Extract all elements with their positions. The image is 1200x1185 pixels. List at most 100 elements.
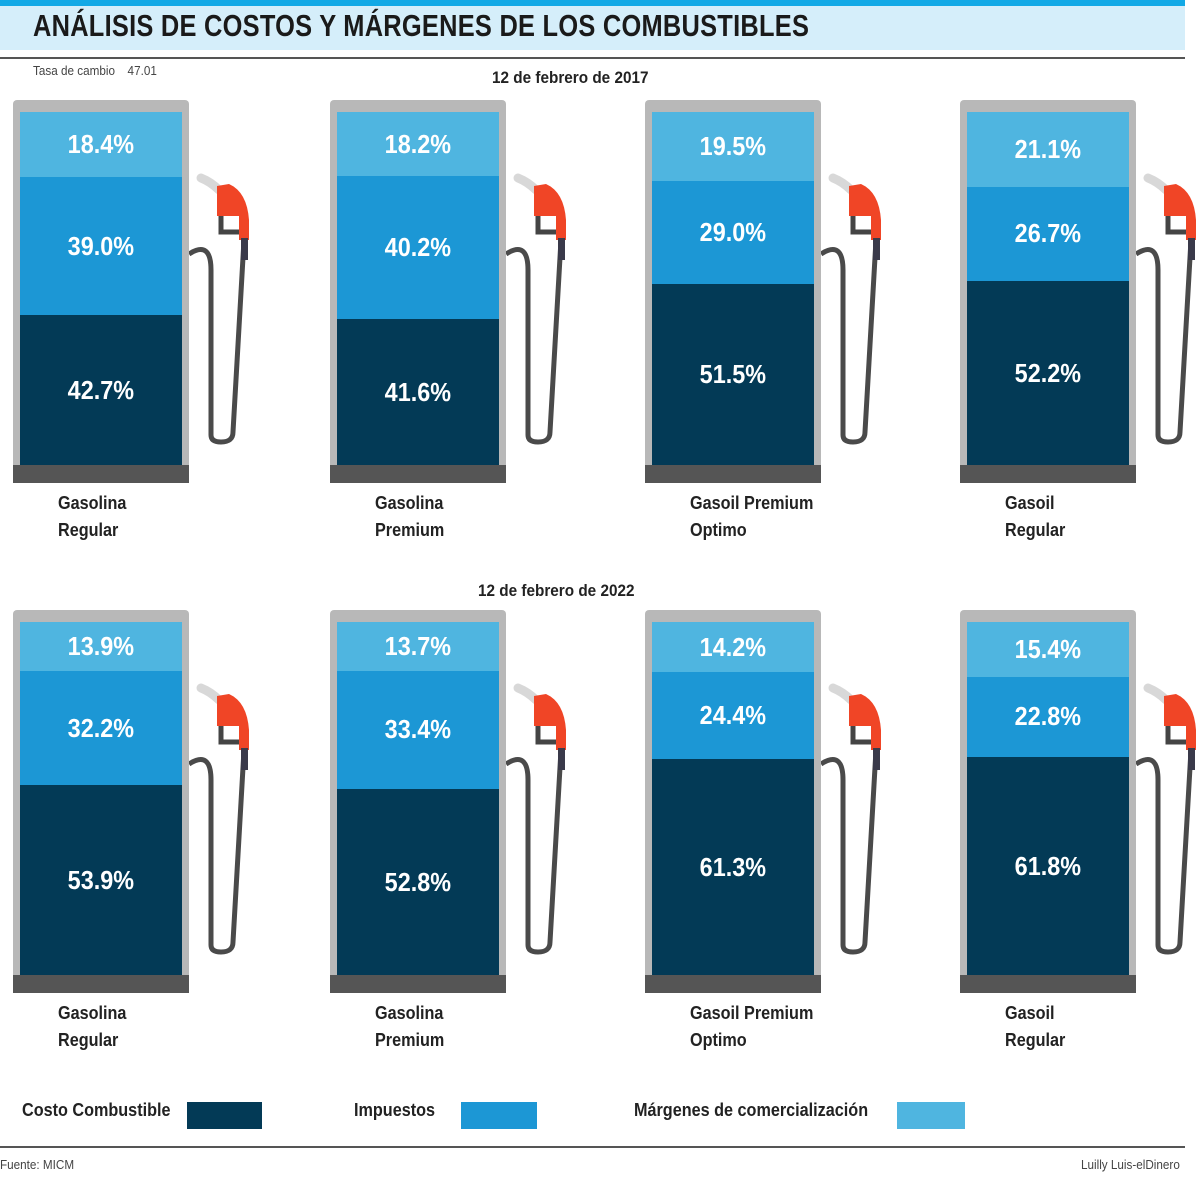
- page-title: ANÁLISIS DE COSTOS Y MÁRGENES DE LOS COM…: [33, 8, 810, 43]
- bar-segment-impuestos: 24.4%: [652, 672, 814, 759]
- pump-label-line: Gasolina: [375, 1003, 444, 1023]
- bar-segment-impuestos: 39.0%: [20, 177, 182, 315]
- pump-stacked-bar: 13.9% 32.2% 53.9%: [20, 622, 182, 976]
- legend-label: Impuestos: [354, 1100, 436, 1120]
- pump-label: Gasoil Premium Optimo: [690, 1000, 813, 1054]
- bar-segment-margenes: 14.2%: [652, 622, 814, 673]
- pump-base: [330, 465, 506, 483]
- data-label-margenes: 13.7%: [384, 630, 452, 661]
- pump-label-line: Gasolina: [375, 493, 444, 513]
- bar-segment-impuestos: 26.7%: [967, 186, 1129, 282]
- footer-divider: [0, 1146, 1185, 1148]
- pump-label-line: Regular: [1005, 1030, 1066, 1050]
- data-label-costo: 53.9%: [67, 865, 135, 896]
- bar-segment-costo: 52.2%: [967, 281, 1129, 466]
- pump-label: Gasoil Regular: [1005, 490, 1065, 544]
- legend-impuestos: Impuestos: [354, 1100, 444, 1121]
- legend-costo: Costo Combustible: [22, 1100, 187, 1121]
- data-label-impuestos: 22.8%: [1014, 701, 1082, 732]
- data-label-costo: 52.2%: [1014, 358, 1082, 389]
- fuel-pump: 19.5% 29.0% 51.5% Gasoil Premium Optimo: [645, 100, 890, 540]
- bar-segment-impuestos: 40.2%: [337, 176, 499, 319]
- bar-segment-margenes: 21.1%: [967, 112, 1129, 187]
- fuel-pump: 13.9% 32.2% 53.9% Gasolina Regular: [13, 610, 259, 1050]
- pump-label-line: Regular: [58, 520, 119, 540]
- pump-base: [13, 465, 189, 483]
- pump-base: [645, 465, 821, 483]
- data-label-impuestos: 40.2%: [384, 232, 452, 263]
- bar-segment-costo: 61.3%: [652, 758, 814, 976]
- pump-label: Gasoil Regular: [1005, 1000, 1065, 1054]
- credit-note: Luilly Luis-elDinero: [1081, 1157, 1180, 1172]
- fuel-pump: 18.2% 40.2% 41.6% Gasolina Premium: [330, 100, 576, 540]
- data-label-margenes: 19.5%: [699, 131, 767, 162]
- data-label-impuestos: 26.7%: [1014, 218, 1082, 249]
- pump-nozzle-icon: [819, 670, 891, 965]
- pump-label-line: Gasolina: [58, 493, 127, 513]
- bar-segment-margenes: 18.2%: [337, 112, 499, 177]
- pump-nozzle-icon: [504, 670, 576, 965]
- legend-swatch-costo: [187, 1102, 262, 1129]
- pump-stacked-bar: 13.7% 33.4% 52.8%: [337, 622, 499, 976]
- pump-stacked-bar: 14.2% 24.4% 61.3%: [652, 622, 814, 976]
- legend-swatch-impuestos: [461, 1102, 537, 1129]
- data-label-margenes: 14.2%: [699, 631, 767, 662]
- pump-label-line: Gasolina: [58, 1003, 127, 1023]
- bar-segment-margenes: 18.4%: [20, 112, 182, 178]
- pump-nozzle-icon: [1134, 160, 1200, 455]
- data-label-margenes: 13.9%: [67, 631, 135, 662]
- pump-nozzle-icon: [187, 160, 259, 455]
- data-label-impuestos: 33.4%: [384, 714, 452, 745]
- legend-margenes: Márgenes de comercialización: [634, 1100, 894, 1121]
- pump-stacked-bar: 21.1% 26.7% 52.2%: [967, 112, 1129, 466]
- bar-segment-margenes: 13.7%: [337, 622, 499, 671]
- pump-label: Gasolina Premium: [375, 1000, 444, 1054]
- data-label-margenes: 18.2%: [384, 128, 452, 159]
- panel-date: 12 de febrero de 2022: [478, 581, 635, 600]
- data-label-margenes: 15.4%: [1014, 633, 1082, 664]
- pump-label: Gasolina Regular: [58, 490, 126, 544]
- pump-nozzle-icon: [187, 670, 259, 965]
- bar-segment-margenes: 15.4%: [967, 622, 1129, 677]
- data-label-costo: 41.6%: [384, 376, 452, 407]
- bar-segment-impuestos: 33.4%: [337, 670, 499, 789]
- pump-base: [645, 975, 821, 993]
- pump-label: Gasolina Premium: [375, 490, 444, 544]
- data-label-impuestos: 32.2%: [67, 712, 135, 743]
- pump-label-line: Premium: [375, 1030, 445, 1050]
- pump-nozzle-icon: [504, 160, 576, 455]
- header-divider: [0, 57, 1185, 59]
- pump-label-line: Premium: [375, 520, 445, 540]
- bar-segment-costo: 51.5%: [652, 283, 814, 466]
- header-accent-bar: [0, 0, 1185, 6]
- bar-segment-costo: 41.6%: [337, 318, 499, 466]
- bar-segment-margenes: 19.5%: [652, 112, 814, 182]
- bar-segment-costo: 61.8%: [967, 757, 1129, 976]
- bar-segment-costo: 42.7%: [20, 315, 182, 466]
- data-label-costo: 61.8%: [1014, 851, 1082, 882]
- bar-segment-impuestos: 29.0%: [652, 181, 814, 284]
- pump-base: [330, 975, 506, 993]
- pump-label-line: Optimo: [690, 520, 747, 540]
- fuel-pump: 13.7% 33.4% 52.8% Gasolina Premium: [330, 610, 576, 1050]
- legend-label: Costo Combustible: [22, 1100, 171, 1120]
- pump-label-line: Regular: [58, 1030, 119, 1050]
- pump-label-line: Optimo: [690, 1030, 747, 1050]
- exchange-rate-label: Tasa de cambio: [33, 63, 115, 78]
- pump-label-line: Gasoil Premium: [690, 493, 814, 513]
- fuel-pump: 21.1% 26.7% 52.2% Gasoil Regular: [960, 100, 1200, 540]
- pump-base: [13, 975, 189, 993]
- fuel-pump: 15.4% 22.8% 61.8% Gasoil Regular: [960, 610, 1200, 1050]
- pump-stacked-bar: 18.4% 39.0% 42.7%: [20, 112, 182, 466]
- data-label-costo: 52.8%: [384, 866, 452, 897]
- exchange-rate-value: 47.01: [127, 63, 157, 78]
- pump-label: Gasoil Premium Optimo: [690, 490, 813, 544]
- data-label-margenes: 18.4%: [67, 129, 135, 160]
- pump-label: Gasolina Regular: [58, 1000, 126, 1054]
- fuel-pump: 14.2% 24.4% 61.3% Gasoil Premium Optimo: [645, 610, 891, 1050]
- data-label-impuestos: 39.0%: [67, 230, 135, 261]
- pump-label-line: Gasoil Premium: [690, 1003, 814, 1023]
- data-label-margenes: 21.1%: [1014, 133, 1082, 164]
- pump-label-line: Gasoil: [1005, 493, 1055, 513]
- fuel-pump: 18.4% 39.0% 42.7% Gasolina Regular: [13, 100, 259, 540]
